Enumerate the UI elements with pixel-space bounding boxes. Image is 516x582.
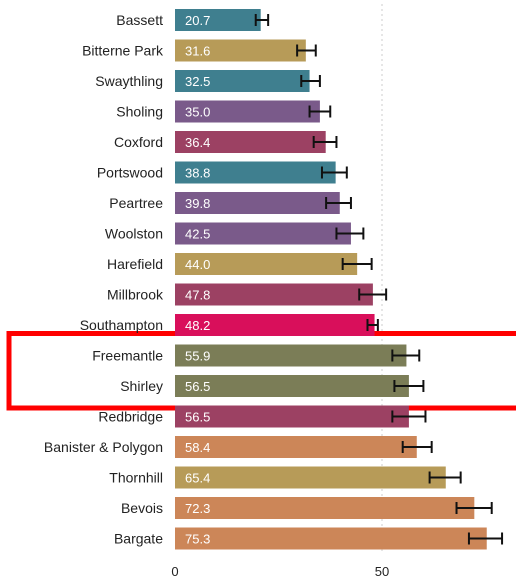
value-label: 65.4: [185, 471, 210, 486]
category-label: Sholing: [116, 104, 163, 120]
category-label: Woolston: [105, 226, 163, 242]
category-label: Coxford: [114, 134, 163, 150]
x-axis: 0 50: [171, 564, 389, 579]
bar: [175, 253, 358, 275]
x-tick-label: 50: [375, 564, 389, 579]
value-label: 42.5: [185, 227, 210, 242]
bar: [175, 283, 373, 306]
category-label: Freemantle: [92, 348, 163, 364]
category-label: Redbridge: [98, 409, 163, 425]
value-label: 56.5: [185, 379, 210, 394]
category-label: Southampton: [80, 317, 163, 333]
bar: [175, 39, 306, 62]
category-label: Swaythling: [95, 73, 163, 89]
category-label: Thornhill: [109, 470, 163, 486]
value-label: 36.4: [185, 135, 210, 150]
value-label: 56.5: [185, 410, 210, 425]
bar: [175, 527, 487, 550]
bar: [175, 9, 261, 31]
bar: [175, 375, 409, 397]
bar: [175, 70, 310, 92]
category-label: Bassett: [116, 12, 163, 28]
bar: [175, 131, 326, 153]
category-label: Harefield: [107, 256, 163, 272]
value-label: 44.0: [185, 257, 210, 272]
category-label: Banister & Polygon: [44, 439, 163, 455]
value-label: 58.4: [185, 440, 210, 455]
bar: [175, 466, 446, 489]
bar: [175, 222, 351, 245]
category-label: Portswood: [97, 165, 163, 181]
bar: [175, 100, 320, 123]
value-label: 72.3: [185, 501, 210, 516]
category-label-layer: Bassett Bitterne Park Swaythling Sholing Cox…: [44, 12, 164, 547]
bar: [175, 497, 475, 519]
bar-layer: 20.7 31.6 32.5 35.0 36.4 38.8 39.8 42.5 44.0 47.8…: [175, 9, 504, 550]
category-label: Millbrook: [107, 287, 164, 303]
value-label: 48.2: [185, 318, 210, 333]
bar: [175, 192, 340, 214]
value-label: 20.7: [185, 13, 210, 28]
category-label: Bargate: [114, 531, 163, 547]
category-label: Peartree: [109, 195, 163, 211]
category-label: Shirley: [120, 378, 163, 394]
value-label: 35.0: [185, 105, 210, 120]
value-label: 47.8: [185, 288, 210, 303]
value-label: 32.5: [185, 74, 210, 89]
value-label: 38.8: [185, 166, 210, 181]
bar: [175, 314, 375, 336]
value-label: 75.3: [185, 532, 210, 547]
value-label: 39.8: [185, 196, 210, 211]
bar: [175, 161, 336, 184]
x-tick-label: 0: [171, 564, 178, 579]
category-label: Bitterne Park: [82, 43, 164, 59]
bar: [175, 344, 407, 367]
bar: [175, 405, 409, 428]
value-label: 31.6: [185, 44, 210, 59]
value-label: 55.9: [185, 349, 210, 364]
bar: [175, 436, 417, 458]
category-label: Bevois: [121, 500, 163, 516]
